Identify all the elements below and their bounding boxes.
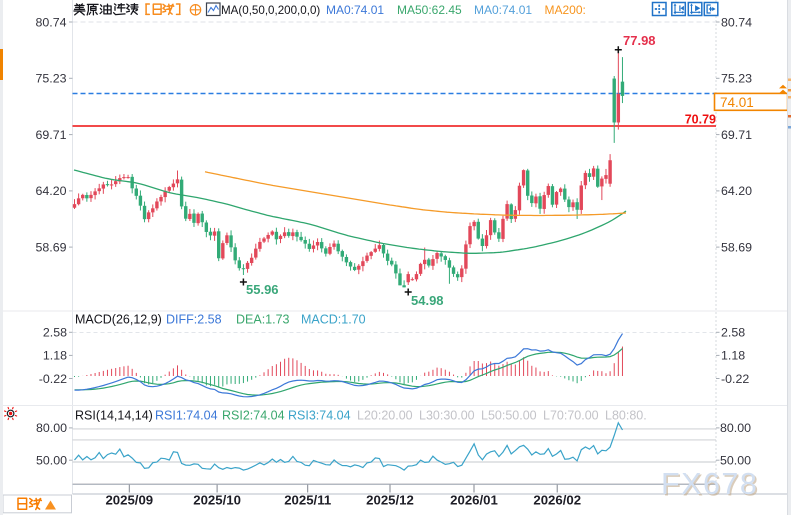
svg-text:64.20: 64.20 <box>35 184 66 198</box>
svg-text:L80:80.: L80:80. <box>605 409 647 423</box>
svg-text:80.74: 80.74 <box>721 15 752 29</box>
svg-text:DIFF:2.58: DIFF:2.58 <box>166 313 222 327</box>
svg-text:50.00: 50.00 <box>36 454 67 468</box>
svg-text:RSI3:74.04: RSI3:74.04 <box>288 409 351 423</box>
svg-text:RSI(14,14,14): RSI(14,14,14) <box>75 409 153 423</box>
svg-text:L50:50.00: L50:50.00 <box>481 409 537 423</box>
svg-text:MA200:: MA200: <box>545 3 586 17</box>
svg-text:77.98: 77.98 <box>623 33 656 48</box>
svg-text:2026/02: 2026/02 <box>533 493 581 508</box>
svg-text:74.01: 74.01 <box>720 95 754 110</box>
svg-text:L30:30.00: L30:30.00 <box>419 409 475 423</box>
svg-text:RSI2:74.04: RSI2:74.04 <box>222 409 285 423</box>
svg-text:80.00: 80.00 <box>36 421 67 435</box>
svg-text:80.00: 80.00 <box>720 421 751 435</box>
svg-text:-0.22: -0.22 <box>39 372 67 386</box>
svg-text:70.79: 70.79 <box>685 113 716 127</box>
svg-text:2.58: 2.58 <box>43 326 67 340</box>
svg-text:1.18: 1.18 <box>43 349 67 363</box>
svg-text:2025/09: 2025/09 <box>105 493 153 508</box>
svg-text:MA0:74.01: MA0:74.01 <box>326 3 384 17</box>
svg-text:50.00: 50.00 <box>720 454 751 468</box>
svg-text:L70:70.00: L70:70.00 <box>543 409 599 423</box>
svg-text:-0.22: -0.22 <box>721 372 749 386</box>
svg-text:FX678: FX678 <box>661 467 758 501</box>
svg-text:54.98: 54.98 <box>411 293 444 308</box>
svg-text:2025/11: 2025/11 <box>284 493 331 508</box>
svg-text:RSI1:74.04: RSI1:74.04 <box>155 409 218 423</box>
svg-text:2025/10: 2025/10 <box>193 493 241 508</box>
svg-text:2026/01: 2026/01 <box>450 493 498 508</box>
svg-text:MACD:1.70: MACD:1.70 <box>301 313 366 327</box>
svg-text:2.58: 2.58 <box>721 326 745 340</box>
svg-text:80.74: 80.74 <box>35 15 66 29</box>
svg-text:MA0:74.01: MA0:74.01 <box>474 3 532 17</box>
svg-text:DEA:1.73: DEA:1.73 <box>236 313 290 327</box>
svg-text:58.69: 58.69 <box>721 240 752 254</box>
svg-text:75.23: 75.23 <box>721 72 752 86</box>
svg-text:69.71: 69.71 <box>721 128 752 142</box>
svg-text:FX678: FX678 <box>663 469 760 503</box>
svg-text:MA(0,50,0,200,0,0): MA(0,50,0,200,0,0) <box>221 4 320 17</box>
svg-text:64.20: 64.20 <box>721 184 752 198</box>
svg-text:55.96: 55.96 <box>246 282 279 297</box>
svg-text:2025/12: 2025/12 <box>366 493 414 508</box>
svg-text:69.71: 69.71 <box>35 128 66 142</box>
svg-text:75.23: 75.23 <box>35 72 66 86</box>
svg-text:58.69: 58.69 <box>35 240 66 254</box>
svg-text:L20:20.00: L20:20.00 <box>357 409 413 423</box>
svg-text:MA50:62.45: MA50:62.45 <box>397 3 462 17</box>
svg-text:MACD(26,12,9): MACD(26,12,9) <box>75 313 162 327</box>
svg-text:1.18: 1.18 <box>721 349 745 363</box>
